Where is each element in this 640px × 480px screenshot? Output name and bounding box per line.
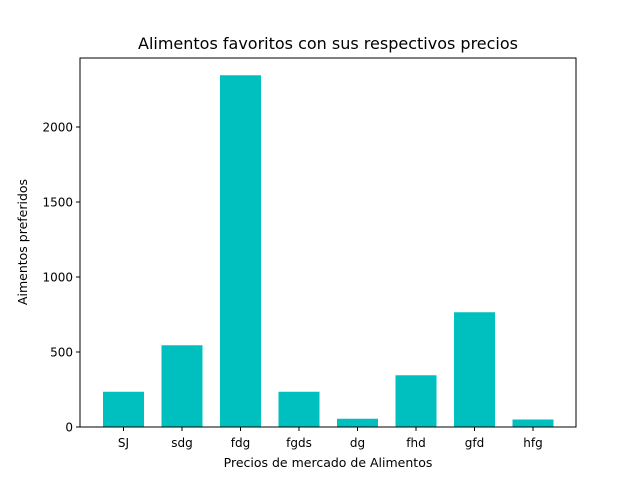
bar-fdg <box>220 75 261 427</box>
y-axis-label: Aimentos preferidos <box>15 179 30 305</box>
x-tick-label: hfg <box>523 436 542 450</box>
x-tick-label: dg <box>350 436 365 450</box>
x-tick-label: fdg <box>231 436 250 450</box>
x-tick-label: fhd <box>406 436 425 450</box>
bar-SJ <box>103 391 144 427</box>
bar-fhd <box>395 375 437 427</box>
bar-gfd <box>454 312 495 427</box>
bar-sdg <box>161 345 203 427</box>
y-tick-label: 2000 <box>42 121 73 135</box>
x-tick-label: SJ <box>118 436 129 450</box>
chart-title: Alimentos favoritos con sus respectivos … <box>138 34 518 53</box>
bar-dg <box>337 418 378 427</box>
plot-frame <box>79 57 577 428</box>
x-tick-label: sdg <box>171 436 193 450</box>
y-tick-label: 1000 <box>42 271 73 285</box>
y-tick-label: 0 <box>65 421 73 435</box>
bar-fgds <box>278 391 320 427</box>
x-axis-ticks: SJ sdg fdg fgds dg fhd gfd hfg <box>118 427 543 450</box>
y-tick-label: 1500 <box>42 196 73 210</box>
y-axis-ticks: 0 500 1000 1500 2000 <box>42 121 80 435</box>
bar-hfg <box>512 419 554 427</box>
x-tick-label: fgds <box>286 436 312 450</box>
x-tick-label: gfd <box>465 436 484 450</box>
y-tick-label: 500 <box>50 346 73 360</box>
x-axis-label: Precios de mercado de Alimentos <box>224 455 433 470</box>
bars-group <box>103 75 554 427</box>
